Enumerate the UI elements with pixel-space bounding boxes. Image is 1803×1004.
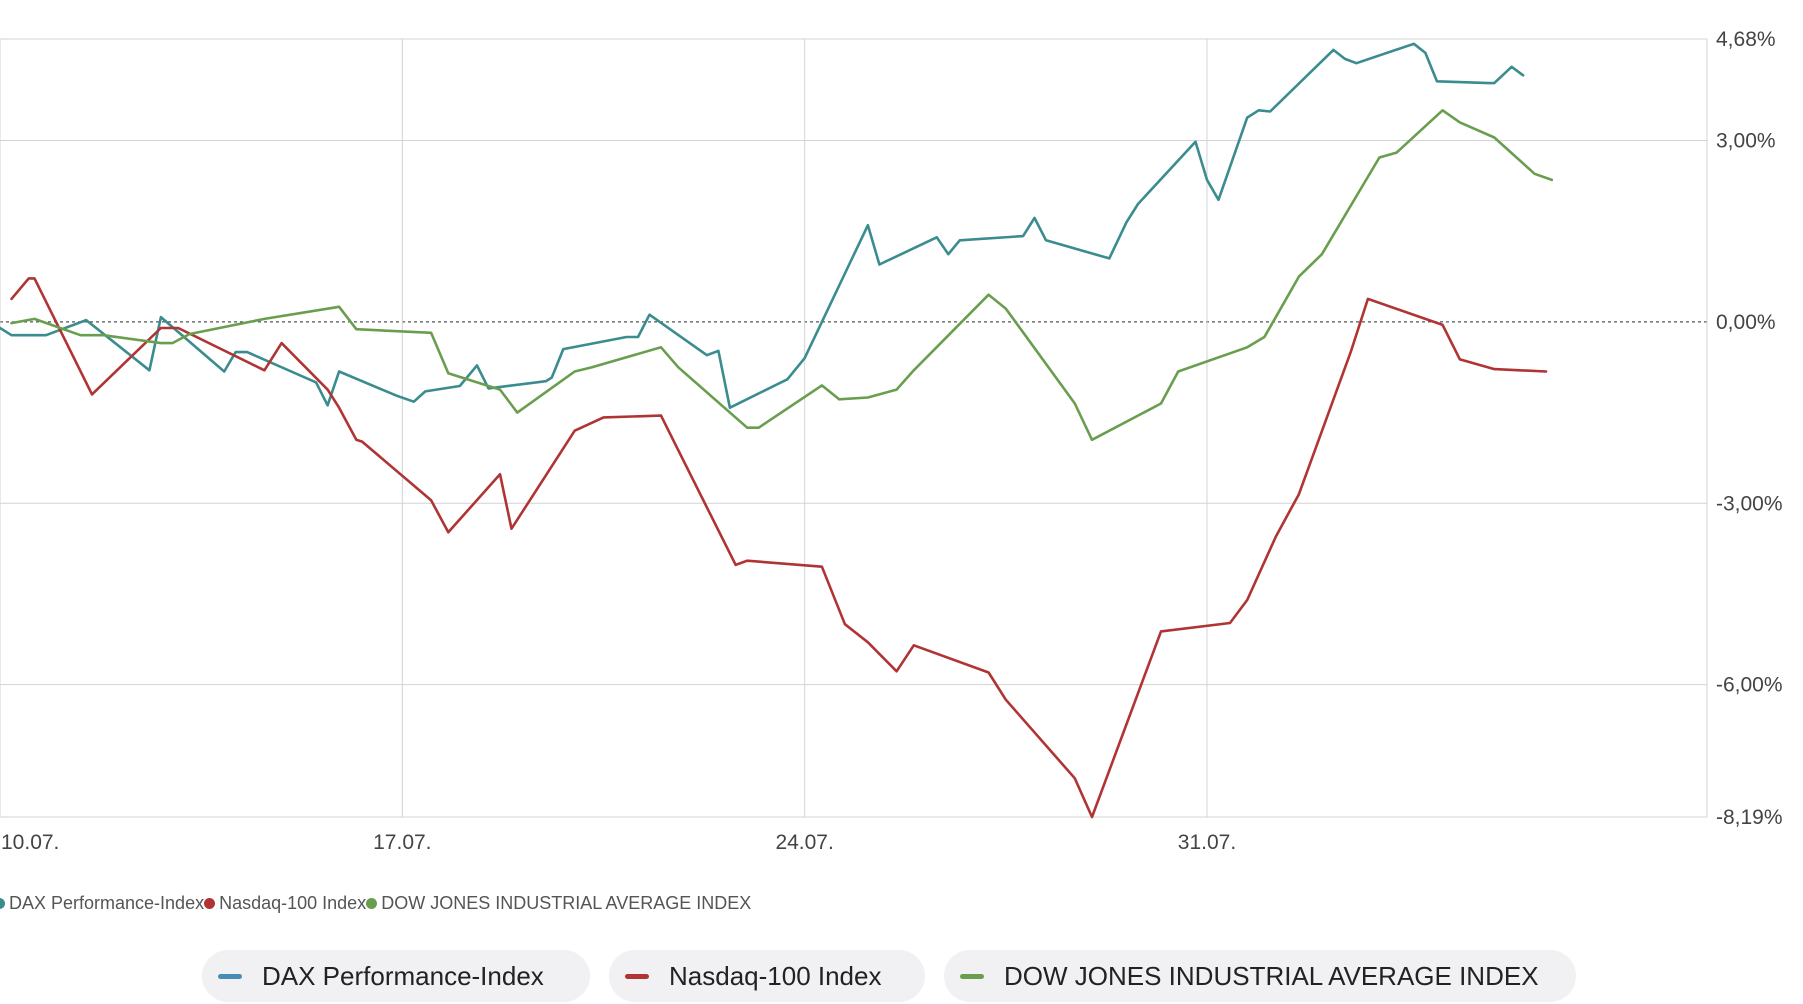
toggle-nasdaq-button[interactable]: Nasdaq-100 Index	[609, 950, 925, 1002]
y-tick-label: 4,68%	[1716, 28, 1776, 51]
y-tick-label: -8,19%	[1716, 806, 1783, 829]
y-tick-label: 3,00%	[1716, 130, 1776, 153]
series-line-dax	[0, 42, 1525, 410]
series-line-nasdaq	[10, 277, 1548, 819]
toggle-label: DAX Performance-Index	[262, 960, 544, 991]
y-tick-label: -6,00%	[1716, 674, 1783, 697]
line-swatch-icon	[960, 973, 984, 979]
x-tick-label: 24.07.	[775, 831, 833, 854]
x-tick-label: 31.07.	[1178, 831, 1236, 854]
series-legend-inline: DAX Performance-Index Nasdaq-100 Index D…	[0, 893, 751, 914]
legend-label: DAX Performance-Index	[9, 893, 205, 913]
y-tick-label: -3,00%	[1716, 492, 1783, 515]
x-axis-ticks: 10.07. 17.07. 24.07. 31.07.	[1, 831, 1236, 854]
toggle-dow-button[interactable]: DOW JONES INDUSTRIAL AVERAGE INDEX	[944, 950, 1576, 1002]
legend-item-dax[interactable]: DAX Performance-Index	[0, 893, 204, 914]
series-lines	[0, 42, 1554, 819]
legend-label: DOW JONES INDUSTRIAL AVERAGE INDEX	[381, 893, 752, 913]
toggle-label: DOW JONES INDUSTRIAL AVERAGE INDEX	[1004, 960, 1539, 991]
series-toggle-bar: DAX Performance-Index Nasdaq-100 Index D…	[0, 950, 1803, 1004]
toggle-label: Nasdaq-100 Index	[669, 960, 882, 991]
legend-dot-icon	[0, 898, 5, 909]
x-tick-label: 17.07.	[373, 831, 431, 854]
series-line-dow	[10, 109, 1554, 442]
x-tick-label: 10.07.	[1, 831, 59, 854]
legend-dot-icon	[366, 898, 378, 909]
toggle-dax-button[interactable]: DAX Performance-Index	[202, 950, 590, 1002]
legend-label: Nasdaq-100 Index	[219, 893, 367, 913]
line-chart: 4,68% 3,00% 0,00% -3,00% -6,00% -8,19% 10.07.…	[0, 28, 1783, 854]
y-axis-ticks: 4,68% 3,00% 0,00% -3,00% -6,00% -8,19%	[1716, 28, 1783, 829]
line-swatch-icon	[218, 973, 242, 979]
y-tick-label: 0,00%	[1716, 311, 1776, 334]
grid	[0, 38, 1708, 818]
legend-item-nasdaq[interactable]: Nasdaq-100 Index	[204, 893, 366, 914]
legend-dot-icon	[204, 898, 216, 909]
line-swatch-icon	[625, 973, 649, 979]
legend-item-dow[interactable]: DOW JONES INDUSTRIAL AVERAGE INDEX	[366, 893, 751, 914]
